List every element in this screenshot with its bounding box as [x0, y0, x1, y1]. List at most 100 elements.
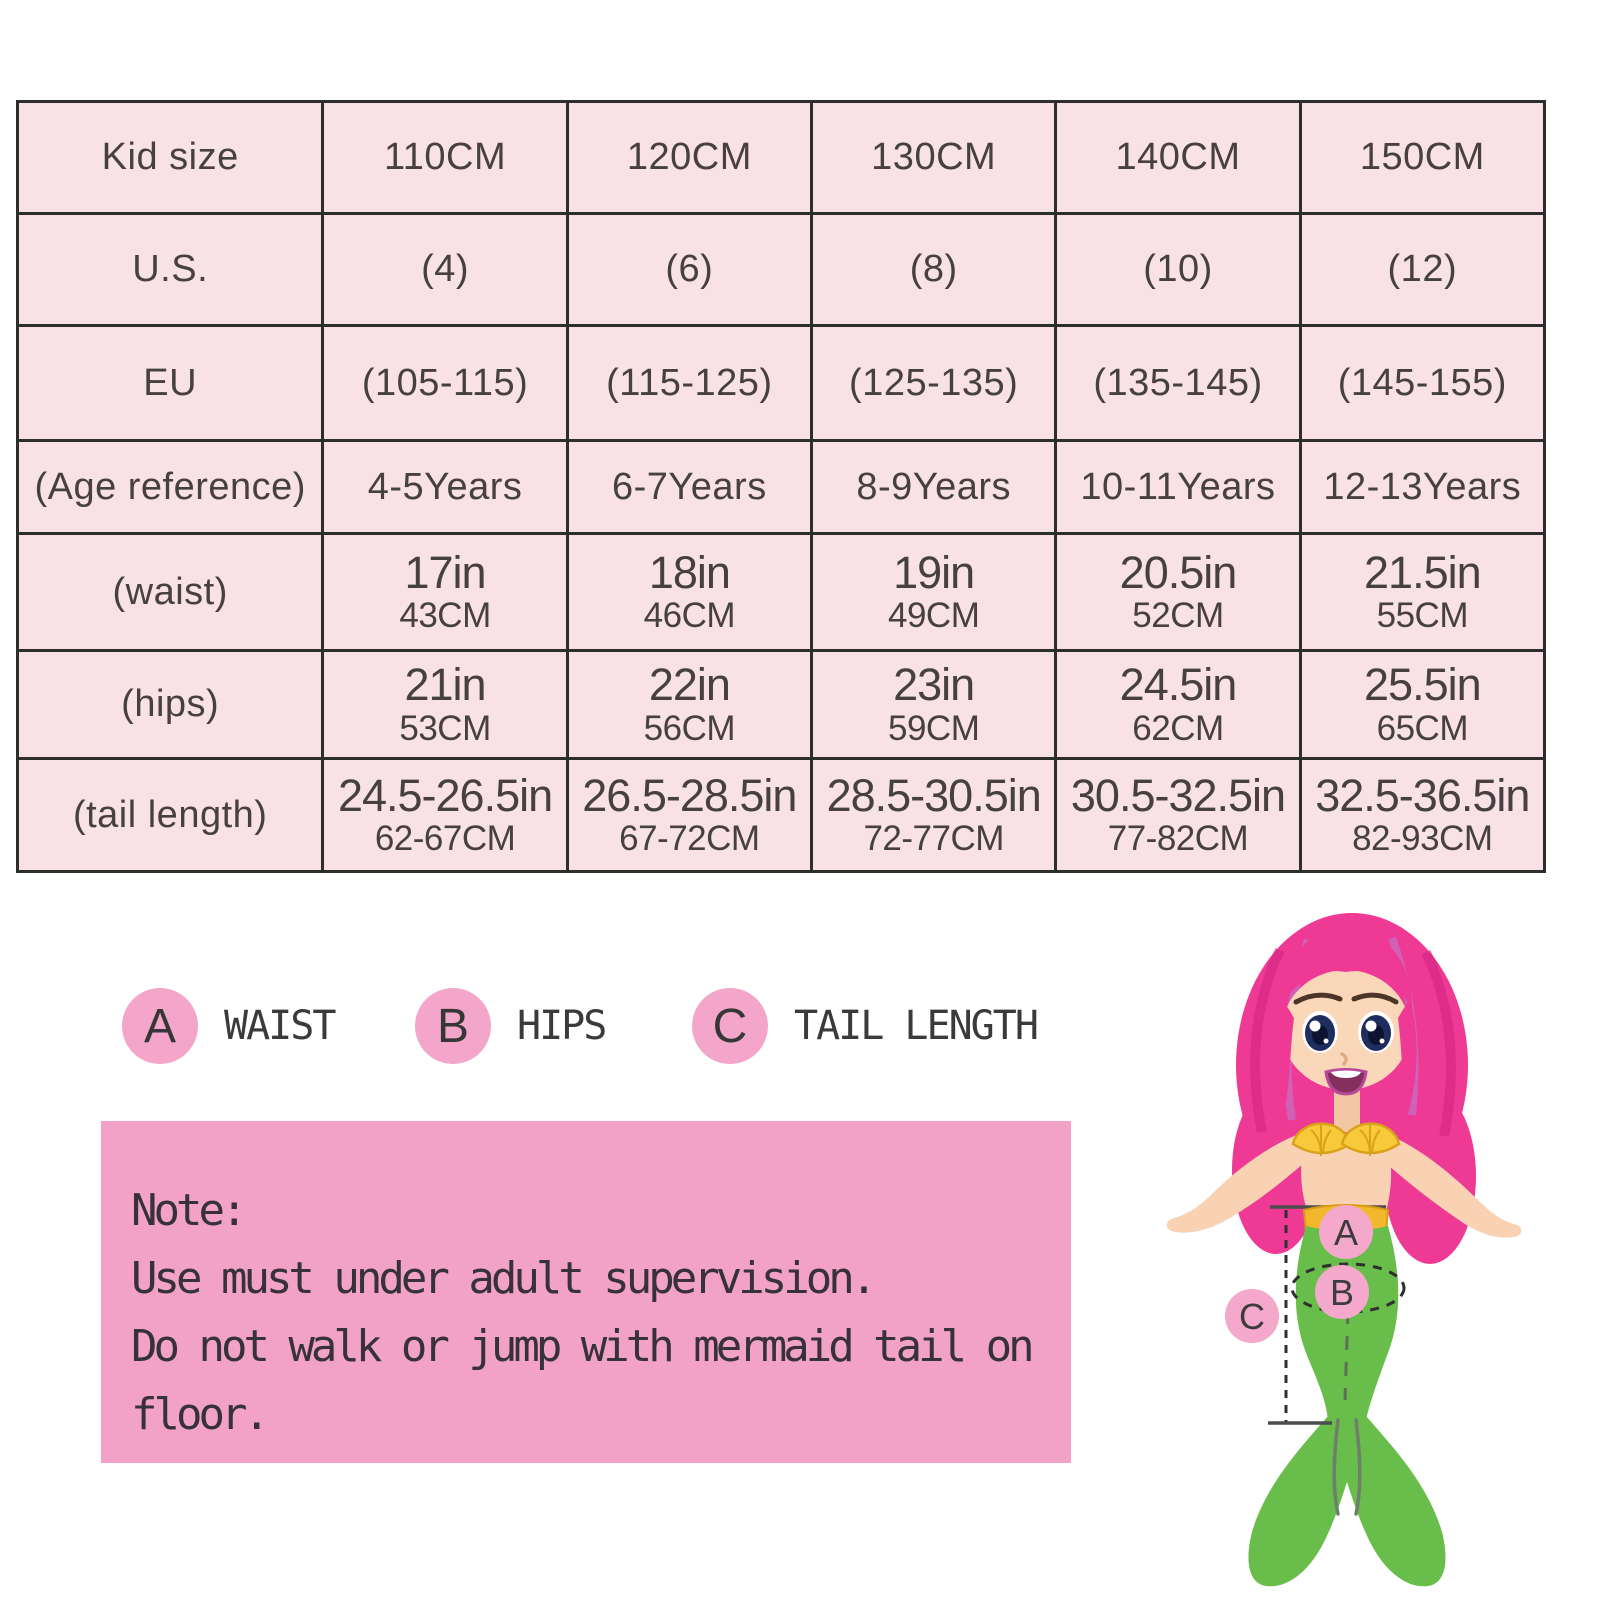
cell-waist-2: 18in 46CM — [565, 532, 814, 652]
cell-hips-3: 23in 59CM — [810, 649, 1058, 760]
cell-hips-1: 21in 53CM — [321, 649, 569, 760]
waist-cm: 55CM — [1376, 596, 1469, 636]
shell-bra — [1291, 1122, 1401, 1157]
row-label-eu: EU — [15, 324, 325, 442]
tail-cm: 77-82CM — [1107, 819, 1249, 859]
mermaid-illustration: A B C — [1166, 913, 1522, 1587]
cell-eu-4: (135-145) — [1054, 324, 1302, 442]
tail-cm: 67-72CM — [619, 819, 760, 859]
hips-inches: 23in — [893, 659, 975, 711]
waist-cm: 49CM — [887, 596, 980, 636]
nose — [1340, 1052, 1348, 1066]
hips-cm: 59CM — [887, 708, 980, 748]
table-row-eu: EU (105-115) (115-125) (125-135) (135-14… — [15, 324, 1547, 442]
table-row-age: (Age reference) 4-5Years 6-7Years 8-9Yea… — [15, 439, 1547, 535]
hips-inches: 24.5in — [1119, 659, 1238, 711]
cell-waist-5: 21.5in 55CM — [1298, 532, 1547, 652]
legend-circle-a: A — [122, 988, 198, 1064]
cell-waist-1: 17in 43CM — [321, 532, 569, 652]
waist-inches: 20.5in — [1119, 546, 1238, 598]
tail-inches: 24.5-26.5in — [337, 769, 553, 821]
cell-age-5: 12-13Years — [1298, 439, 1547, 535]
marker-letter-a: A — [1334, 1212, 1358, 1253]
cell-eu-5: (145-155) — [1298, 324, 1547, 442]
cell-tail-2: 26.5-28.5in 67-72CM — [565, 757, 814, 873]
legend-circle-c: C — [692, 988, 768, 1064]
cell-hips-5: 25.5in 65CM — [1298, 649, 1547, 760]
tail-inches: 32.5-36.5in — [1315, 769, 1530, 821]
mermaid-tail — [1248, 1226, 1446, 1587]
legend-item-tail-length: C TAIL LENGTH — [692, 988, 1039, 1064]
cell-tail-1: 24.5-26.5in 62-67CM — [321, 757, 569, 873]
tail-inches: 28.5-30.5in — [826, 769, 1042, 821]
cell-tail-5: 32.5-36.5in 82-93CM — [1298, 757, 1547, 873]
legend-label-waist: WAIST — [224, 1003, 336, 1049]
waist-inches: 18in — [648, 546, 731, 598]
row-label-hips: (hips) — [15, 649, 325, 760]
cell-kid-size-130: 130CM — [810, 100, 1058, 215]
marker-circle-a — [1319, 1205, 1373, 1259]
table-row-kid-size: Kid size 110CM 120CM 130CM 140CM 150CM — [15, 100, 1547, 215]
cell-hips-4: 24.5in 62CM — [1054, 649, 1302, 760]
mermaid-face — [1275, 928, 1417, 1114]
waist-inches: 17in — [404, 546, 487, 598]
row-label-kid-size: Kid size — [15, 100, 325, 215]
cell-waist-3: 19in 49CM — [810, 532, 1058, 652]
table-row-tail-length: (tail length) 24.5-26.5in 62-67CM 26.5-2… — [15, 757, 1547, 873]
note-line-2: Do not walk or jump with mermaid tail on — [131, 1321, 1035, 1372]
hips-measure-ellipse — [1290, 1262, 1406, 1314]
cell-us-1: (4) — [321, 212, 569, 327]
cell-us-5: (12) — [1298, 212, 1547, 327]
cell-age-1: 4-5Years — [321, 439, 569, 535]
hips-inches: 22in — [648, 659, 731, 711]
hips-cm: 56CM — [643, 708, 736, 748]
tail-inches: 26.5-28.5in — [582, 769, 797, 821]
legend-item-waist: A WAIST — [122, 988, 336, 1064]
legend-label-tail-length: TAIL LENGTH — [794, 1003, 1039, 1049]
cell-kid-size-140: 140CM — [1054, 100, 1302, 215]
tail-inches: 30.5-32.5in — [1070, 769, 1286, 821]
hips-cm: 65CM — [1376, 708, 1469, 748]
cell-age-2: 6-7Years — [565, 439, 814, 535]
tail-cm: 62-67CM — [374, 819, 516, 859]
legend-circle-b: B — [415, 988, 491, 1064]
cell-eu-3: (125-135) — [810, 324, 1058, 442]
marker-letter-c: C — [1239, 1296, 1265, 1337]
waist-cm: 46CM — [643, 596, 736, 636]
left-eyebrow — [1293, 992, 1343, 1005]
hips-inches: 25.5in — [1364, 659, 1482, 711]
cell-age-4: 10-11Years — [1054, 439, 1302, 535]
marker-circle-c — [1225, 1289, 1279, 1343]
marker-circle-b — [1315, 1265, 1369, 1319]
row-label-us: U.S. — [15, 212, 325, 327]
cell-us-4: (10) — [1054, 212, 1302, 327]
cell-tail-3: 28.5-30.5in 72-77CM — [810, 757, 1058, 873]
cell-kid-size-150: 150CM — [1298, 100, 1547, 215]
right-eye — [1358, 1011, 1394, 1053]
note-box: Note: Use must under adult supervision. … — [101, 1121, 1071, 1463]
table-row-waist: (waist) 17in 43CM 18in 46CM 19in 49CM 20… — [15, 532, 1547, 652]
note-title: Note: — [131, 1185, 247, 1236]
cell-eu-1: (105-115) — [321, 324, 569, 442]
cell-age-3: 8-9Years — [810, 439, 1058, 535]
hips-cm: 62CM — [1132, 708, 1224, 748]
tail-cm: 72-77CM — [863, 819, 1004, 859]
legend-label-hips: HIPS — [517, 1003, 607, 1049]
tail-cm: 82-93CM — [1352, 819, 1493, 859]
right-eyebrow — [1351, 992, 1399, 1005]
waist-inches: 19in — [893, 546, 975, 598]
cell-hips-2: 22in 56CM — [565, 649, 814, 760]
waist-cm: 43CM — [399, 596, 491, 636]
cell-eu-2: (115-125) — [565, 324, 814, 442]
size-chart-table: Kid size 110CM 120CM 130CM 140CM 150CM U… — [15, 100, 1547, 873]
row-label-age: (Age reference) — [15, 439, 325, 535]
note-line-1: Use must under adult supervision. — [131, 1253, 877, 1304]
table-row-hips: (hips) 21in 53CM 22in 56CM 23in 59CM 24.… — [15, 649, 1547, 760]
marker-letter-b: B — [1330, 1272, 1354, 1313]
hips-inches: 21in — [404, 659, 487, 711]
cell-kid-size-110: 110CM — [321, 100, 569, 215]
mouth — [1324, 1068, 1368, 1096]
legend-item-hips: B HIPS — [415, 988, 607, 1064]
waist-inches: 21.5in — [1364, 546, 1482, 598]
note-line-3: floor. — [131, 1389, 270, 1440]
